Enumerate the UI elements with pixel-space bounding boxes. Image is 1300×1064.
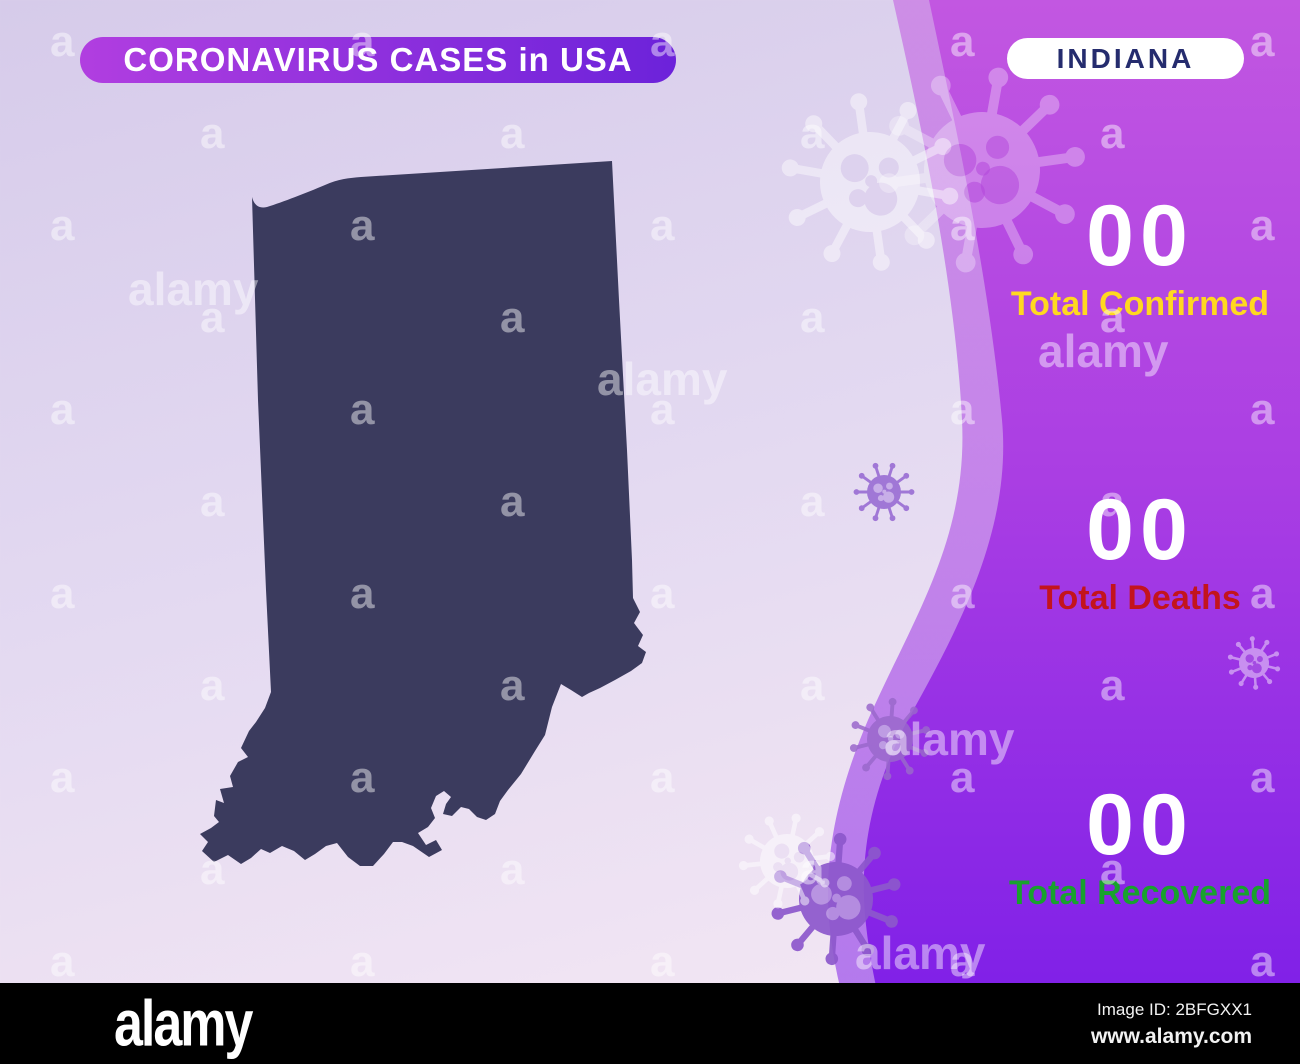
coronavirus-icon [849,697,931,781]
state-badge-label: INDIANA [1056,42,1195,74]
coronavirus-icon [738,813,836,909]
title-badge-label: CORONAVIRUS CASES in USA [123,41,633,78]
wave-front-panel [863,0,1300,1064]
footer-info: Image ID: 2BFGXX1 www.alamy.com [1091,997,1252,1050]
stat-total-deaths: 00 Total Deaths [978,487,1300,615]
alamy-url-text: www.alamy.com [1090,1024,1252,1048]
indiana-map [200,161,646,866]
coronavirus-icon [1227,636,1281,690]
deaths-count: 00 [1086,482,1194,578]
stat-total-recovered: 00 Total Recovered [978,782,1300,910]
coronavirus-icon [879,67,1085,273]
confirmed-label: Total Confirmed [1010,285,1270,323]
virus-decoration-layer [738,67,1281,966]
recovered-label: Total Recovered [1008,874,1271,912]
coronavirus-icon [781,93,959,271]
title-badge: CORONAVIRUS CASES in USA [80,37,676,83]
deaths-label: Total Deaths [1039,579,1241,617]
confirmed-count: 00 [1086,188,1194,284]
recovered-count: 00 [1086,777,1194,873]
alamy-logo: alamy [114,987,253,1060]
image-id-text: Image ID: 2BFGXX1 [1097,1000,1252,1020]
state-badge: INDIANA [1007,38,1244,79]
footer-bar: alamy Image ID: 2BFGXX1 www.alamy.com [0,983,1300,1064]
coronavirus-icon [853,462,915,522]
stat-total-confirmed: 00 Total Confirmed [978,193,1300,321]
